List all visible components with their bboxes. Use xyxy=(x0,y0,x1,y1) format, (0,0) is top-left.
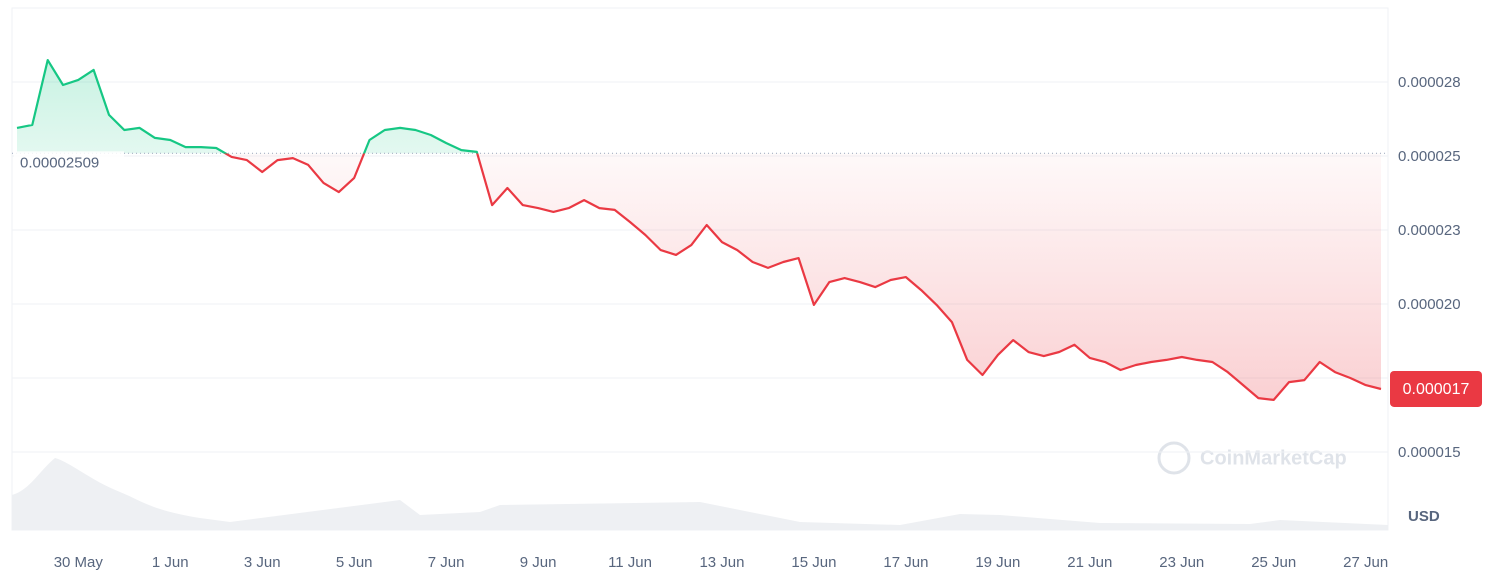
x-tick-label: 15 Jun xyxy=(791,554,836,571)
x-tick-label: 7 Jun xyxy=(428,554,465,571)
x-tick-label: 13 Jun xyxy=(699,554,744,571)
x-tick-label: 30 May xyxy=(54,554,104,571)
last-price-badge xyxy=(1390,370,1482,407)
watermark: CoinMarketCap xyxy=(1157,441,1347,475)
x-tick-label: 9 Jun xyxy=(520,554,557,571)
x-tick-label: 3 Jun xyxy=(244,554,281,571)
last-price-label: 0.000017 xyxy=(1403,381,1470,398)
x-tick-label: 21 Jun xyxy=(1067,554,1112,571)
watermark-logo xyxy=(1157,441,1191,475)
volume-decoration xyxy=(12,458,1388,530)
x-tick-label: 27 Jun xyxy=(1343,554,1388,571)
x-tick-label: 19 Jun xyxy=(975,554,1020,571)
x-tick-label: 5 Jun xyxy=(336,554,373,571)
y-tick-label: 0.000020 xyxy=(1398,296,1461,313)
x-tick-label: 25 Jun xyxy=(1251,554,1296,571)
x-tick-label: 11 Jun xyxy=(608,554,652,571)
y-tick-label: 0.000015 xyxy=(1398,444,1461,461)
y-tick-label: 0.000023 xyxy=(1398,222,1461,239)
x-tick-label: 23 Jun xyxy=(1159,554,1204,571)
x-tick-label: 17 Jun xyxy=(883,554,928,571)
volume-area xyxy=(12,458,1388,530)
price-line xyxy=(16,59,1382,401)
y-tick-label: 0.000025 xyxy=(1398,148,1461,165)
x-tick-label: 1 Jun xyxy=(152,554,189,571)
watermark-text: CoinMarketCap xyxy=(1200,447,1347,469)
y-axis-unit: USD xyxy=(1408,508,1440,525)
y-tick-label: 0.000028 xyxy=(1398,74,1461,91)
baseline-label: 0.00002509 xyxy=(20,154,99,171)
area xyxy=(17,60,1381,400)
baseline-label-bg xyxy=(14,151,124,176)
